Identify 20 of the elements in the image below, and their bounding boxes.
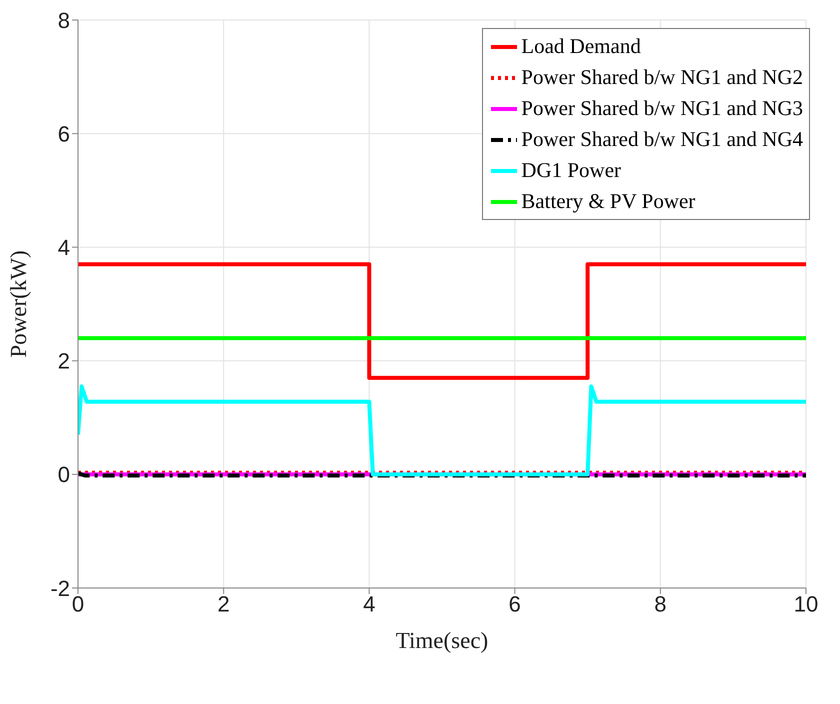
legend-label: Power Shared b/w NG1 and NG4 <box>521 126 803 153</box>
x-tick-label: 10 <box>794 592 818 617</box>
x-axis-title: Time(sec) <box>396 628 488 653</box>
legend-label: Battery & PV Power <box>521 188 696 215</box>
x-tick-label: 8 <box>654 592 667 617</box>
y-axis-title: Power(kW) <box>6 250 32 358</box>
line-series <box>78 384 806 476</box>
x-tick-label: 6 <box>508 592 521 617</box>
y-tick-label: 6 <box>58 121 70 146</box>
x-tick-label: 2 <box>217 592 230 617</box>
legend-label: Power Shared b/w NG1 and NG2 <box>521 64 803 91</box>
y-tick-label: 2 <box>58 348 70 374</box>
y-tick-label: 0 <box>58 462 70 488</box>
legend-label: Power Shared b/w NG1 and NG3 <box>521 95 803 122</box>
legend-label: Load Demand <box>521 33 641 60</box>
x-tick-label: 4 <box>363 592 376 617</box>
legend-label: DG1 Power <box>521 157 622 184</box>
y-tick-label: 4 <box>58 235 70 260</box>
y-tick-label: 8 <box>58 8 70 33</box>
y-tick-label: -2 <box>50 576 70 601</box>
